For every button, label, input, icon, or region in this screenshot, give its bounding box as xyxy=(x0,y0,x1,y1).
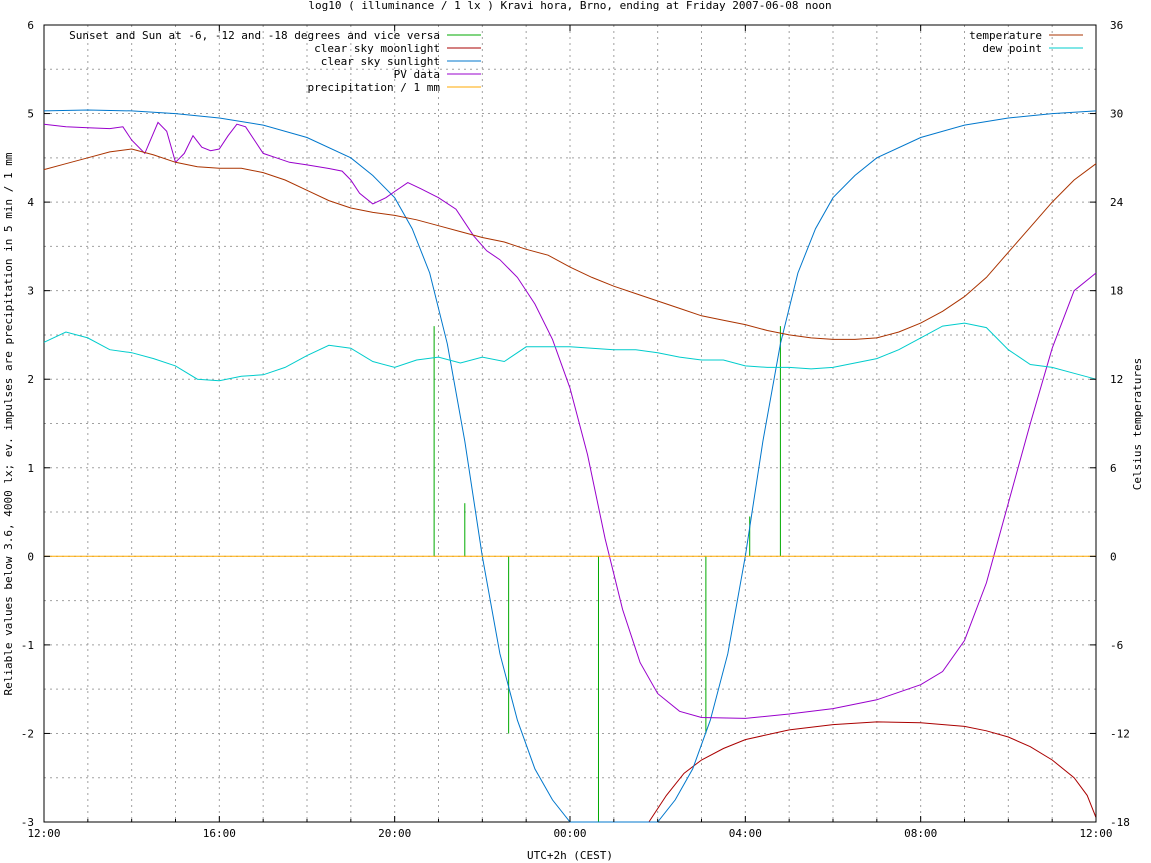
chart-title: log10 ( illuminance / 1 lx ) Kravi hora,… xyxy=(308,0,831,12)
series-clear-sky-moonlight xyxy=(648,721,1097,823)
x-tick-label: 04:00 xyxy=(729,827,762,840)
y2-tick-label: 6 xyxy=(1110,462,1117,475)
y2-tick-label: 24 xyxy=(1110,196,1124,209)
y-tick-label: -3 xyxy=(21,816,34,829)
legend-label: Sunset and Sun at -6, -12 and -18 degree… xyxy=(69,29,440,42)
y2-tick-label: 0 xyxy=(1110,550,1117,563)
y2-tick-label: -18 xyxy=(1110,816,1130,829)
series-sunset-and-sun-at-6-12-and-18-degrees-and-vice-versa xyxy=(433,326,781,822)
y-tick-label: 6 xyxy=(27,19,34,32)
y-axis-label: Reliable values below 3.6, 4000 lx; ev. … xyxy=(2,152,15,695)
y-tick-label: 1 xyxy=(27,462,34,475)
y2-tick-label: 30 xyxy=(1110,108,1123,121)
series-layer xyxy=(43,109,1097,823)
legend-label: clear sky sunlight xyxy=(321,55,440,68)
series-temperature xyxy=(43,148,1097,340)
y2-tick-label: -12 xyxy=(1110,727,1130,740)
x-tick-label: 00:00 xyxy=(553,827,586,840)
legend-label: PV data xyxy=(394,68,440,81)
y-tick-label: 2 xyxy=(27,373,34,386)
x-axis-label: UTC+2h (CEST) xyxy=(527,849,613,862)
y-tick-label: 0 xyxy=(27,550,34,563)
grid-lines xyxy=(44,25,1096,822)
y-tick-label: 4 xyxy=(27,196,34,209)
legend-label: dew point xyxy=(982,42,1042,55)
x-tick-label: 20:00 xyxy=(378,827,411,840)
y2-tick-label: -6 xyxy=(1110,639,1123,652)
x-tick-label: 12:00 xyxy=(27,827,60,840)
legend-label: precipitation / 1 mm xyxy=(308,81,441,94)
axis-ticks: 12:00 16:00 20:00 00:00 04:00 08:00 12:00-3-2-… xyxy=(21,19,1130,840)
y2-tick-label: 12 xyxy=(1110,373,1123,386)
y-tick-label: 5 xyxy=(27,108,34,121)
y2-tick-label: 36 xyxy=(1110,19,1123,32)
legend-label: temperature xyxy=(969,29,1042,42)
x-tick-label: 12:00 xyxy=(1079,827,1112,840)
x-tick-label: 08:00 xyxy=(904,827,937,840)
y2-axis-label: Celsius temperatures xyxy=(1131,358,1144,490)
legend-label: clear sky moonlight xyxy=(314,42,440,55)
legend: Sunset and Sun at -6, -12 and -18 degree… xyxy=(69,29,1083,94)
y-tick-label: -1 xyxy=(21,639,34,652)
series-clear-sky-sunlight xyxy=(43,109,1097,823)
series-pv-data xyxy=(43,121,1097,719)
series-dew-point xyxy=(43,322,1097,382)
y-tick-label: 3 xyxy=(27,285,34,298)
x-tick-label: 16:00 xyxy=(203,827,236,840)
y2-tick-label: 18 xyxy=(1110,285,1123,298)
y-tick-label: -2 xyxy=(21,727,34,740)
